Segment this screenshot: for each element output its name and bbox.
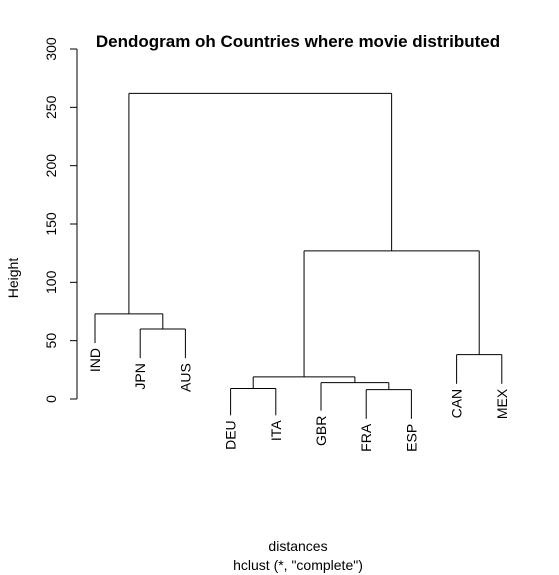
leaf-label-ind: IND [87, 348, 103, 372]
leaf-label-ita: ITA [268, 420, 284, 441]
y-tick-label: 0 [43, 395, 59, 403]
leaf-labels: IND JPN AUS DEU ITA GBR FRA ESP CAN MEX [87, 348, 510, 452]
y-tick-label: 300 [43, 37, 59, 61]
leaf-label-jpn: JPN [132, 363, 148, 389]
y-axis: 0 50 100 150 200 250 300 [43, 37, 78, 403]
x-axis-label: distances [268, 538, 327, 554]
dendrogram-branches [94, 92, 503, 419]
leaf-label-deu: DEU [223, 420, 239, 450]
y-axis-label: Height [5, 258, 21, 299]
y-tick-label: 50 [43, 333, 59, 349]
y-tick-label: 250 [43, 95, 59, 119]
leaf-label-gbr: GBR [313, 416, 329, 446]
y-ticks: 0 50 100 150 200 250 300 [43, 37, 77, 403]
leaf-label-mex: MEX [494, 388, 510, 419]
y-tick-label: 200 [43, 154, 59, 178]
method-subtitle: hclust (*, "complete") [233, 557, 363, 573]
leaf-label-aus: AUS [177, 363, 193, 392]
y-tick-label: 100 [43, 270, 59, 294]
leaf-label-esp: ESP [403, 424, 419, 452]
leaf-label-can: CAN [449, 389, 465, 419]
chart-title: Dendogram oh Countries where movie distr… [96, 32, 500, 51]
y-tick-label: 150 [43, 212, 59, 236]
leaf-label-fra: FRA [358, 423, 374, 452]
